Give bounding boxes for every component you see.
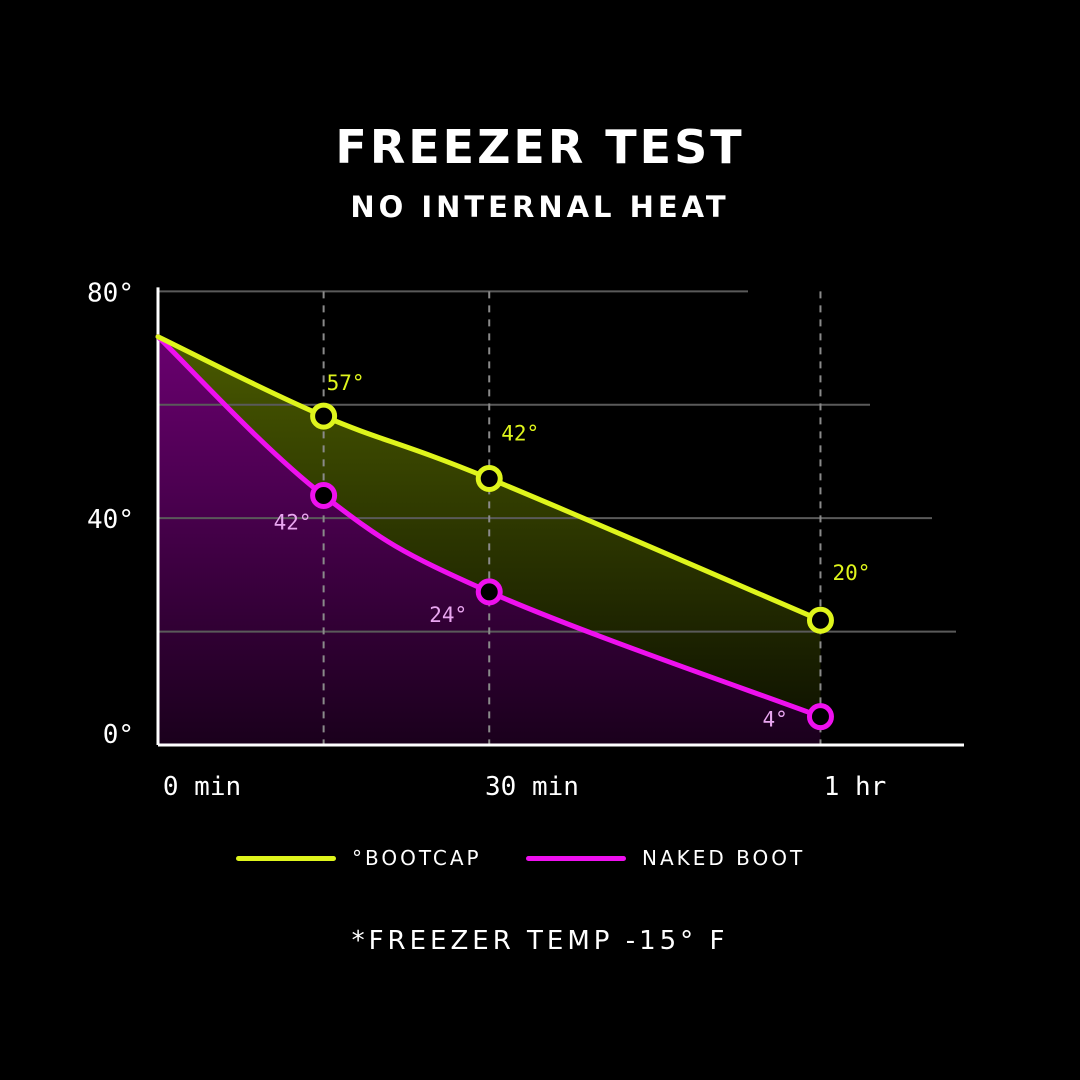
y-tick-label-40: 40° bbox=[87, 505, 134, 535]
chart-subtitle: NO INTERNAL HEAT bbox=[350, 190, 730, 224]
freezer-temp-footnote: *FREEZER TEMP -15° F bbox=[351, 926, 729, 956]
bootcap-point-0 bbox=[310, 402, 338, 430]
bootcap-point-label-2: 20° bbox=[832, 561, 870, 585]
y-tick-label-0: 0° bbox=[103, 720, 134, 750]
legend-swatch-naked-boot bbox=[526, 855, 626, 861]
legend-label-bootcap: °BOOTCAP bbox=[352, 846, 482, 870]
naked-boot-point-label-0: 42° bbox=[274, 510, 312, 534]
x-tick-label-30: 30 min bbox=[485, 772, 579, 802]
naked-boot-point-0 bbox=[310, 481, 338, 509]
naked-boot-point-label-1: 24° bbox=[429, 603, 467, 627]
naked-boot-point-1 bbox=[475, 578, 503, 606]
y-tick-label-80: 80° bbox=[87, 278, 134, 308]
x-tick-label-0: 0 min bbox=[163, 772, 241, 802]
naked-boot-point-label-2: 4° bbox=[762, 708, 787, 732]
bootcap-line bbox=[155, 334, 823, 623]
bootcap-point-2 bbox=[806, 606, 834, 634]
chart-title: FREEZER TEST bbox=[335, 120, 745, 174]
legend-item-naked-boot: NAKED BOOT bbox=[526, 846, 805, 870]
x-tick-label-60: 1 hr bbox=[824, 772, 887, 802]
legend-label-naked-boot: NAKED BOOT bbox=[642, 846, 806, 870]
legend-item-bootcap: °BOOTCAP bbox=[236, 846, 482, 870]
bootcap-point-label-0: 57° bbox=[327, 371, 365, 395]
bootcap-point-label-1: 42° bbox=[501, 421, 539, 445]
naked-boot-point-2 bbox=[806, 703, 834, 731]
naked-boot-line bbox=[155, 334, 823, 720]
bootcap-point-1 bbox=[475, 464, 503, 492]
legend-swatch-bootcap bbox=[236, 855, 336, 861]
